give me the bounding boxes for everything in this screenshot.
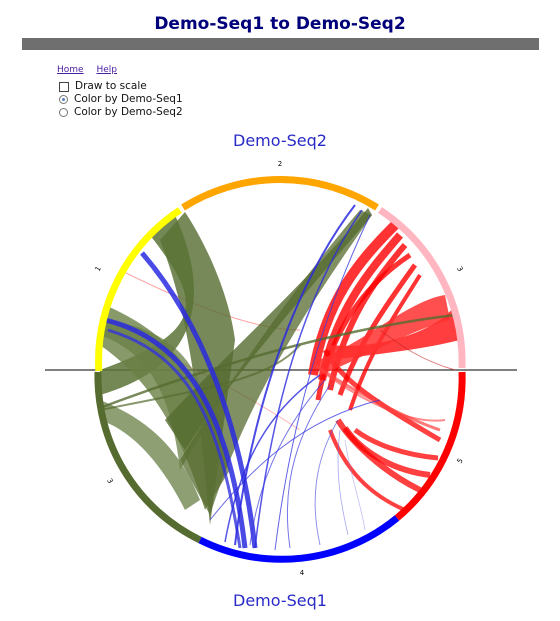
ribbon-red (315, 252, 412, 401)
color-by-seq2-option[interactable]: Color by Demo-Seq2 (59, 106, 183, 119)
segment-label-1: 1 (94, 265, 103, 273)
color-by-seq1-option[interactable]: Color by Demo-Seq1 (59, 93, 183, 106)
ribbon-red (328, 429, 406, 512)
color-by-seq2-radio[interactable] (59, 108, 68, 117)
ribbon-olive (100, 400, 200, 510)
segment-labels: 1 2 3 5 4 3 (94, 160, 465, 577)
ribbon-red (308, 221, 399, 376)
ribbon-layer (99, 204, 460, 551)
color-by-seq2-label: Color by Demo-Seq2 (74, 106, 183, 118)
radio-selected-dot (62, 98, 65, 101)
ribbon-red (353, 427, 439, 461)
ribbon-red (314, 363, 441, 432)
ribbon-blue (337, 429, 349, 536)
ribbon-blue (286, 384, 331, 549)
ribbon-blue (254, 209, 363, 549)
segment-label-4: 4 (300, 569, 305, 577)
ribbon-red (342, 426, 431, 478)
segment-label-5: 5 (456, 457, 465, 465)
diagram-top-label: Demo-Seq2 (233, 131, 327, 150)
ring-segment-seq1-4 (198, 515, 400, 563)
ring-segment-seq1-3 (94, 371, 202, 544)
ring-segment-seq2-3 (378, 207, 466, 369)
ribbon-red-thin (379, 329, 456, 371)
ring-segment-seq2-1 (95, 207, 182, 372)
ribbon-red-band (318, 295, 450, 375)
ring-segment-seq1-5 (394, 371, 466, 521)
ribbon-blue (234, 204, 356, 546)
display-options: Draw to scale Color by Demo-Seq1 Color b… (59, 80, 183, 119)
ribbon-blue (314, 419, 339, 546)
ribbon-olive-thin (99, 313, 456, 410)
diagram-bottom-label: Demo-Seq1 (233, 591, 327, 610)
title-bar (22, 38, 539, 50)
nav-links: Home Help (57, 65, 127, 75)
ribbon-blue (344, 439, 366, 531)
home-link[interactable]: Home (57, 65, 84, 75)
draw-to-scale-label: Draw to scale (75, 80, 147, 92)
ribbon-blue (104, 317, 248, 549)
segment-label-3-bottom: 3 (105, 477, 114, 485)
outer-ring (94, 176, 466, 563)
color-by-seq1-label: Color by Demo-Seq1 (74, 93, 183, 105)
ring-segment-seq2-2 (181, 176, 379, 211)
ribbon-blue (209, 399, 381, 521)
draw-to-scale-checkbox[interactable] (59, 81, 69, 92)
ribbon-blue (274, 214, 371, 551)
page-title: Demo-Seq1 to Demo-Seq2 (154, 14, 406, 34)
ribbon-blue (249, 379, 326, 546)
help-link[interactable]: Help (96, 65, 117, 75)
ribbon-red (319, 369, 446, 422)
ribbon-blue (140, 251, 258, 549)
ribbon-olive-thin (99, 344, 301, 411)
segment-label-2: 2 (278, 160, 282, 168)
ribbon-blue (107, 328, 242, 549)
color-by-seq1-radio[interactable] (59, 95, 68, 104)
draw-to-scale-option[interactable]: Draw to scale (59, 80, 183, 93)
segment-label-3-top: 3 (455, 265, 464, 273)
ribbon-blue (224, 374, 321, 543)
